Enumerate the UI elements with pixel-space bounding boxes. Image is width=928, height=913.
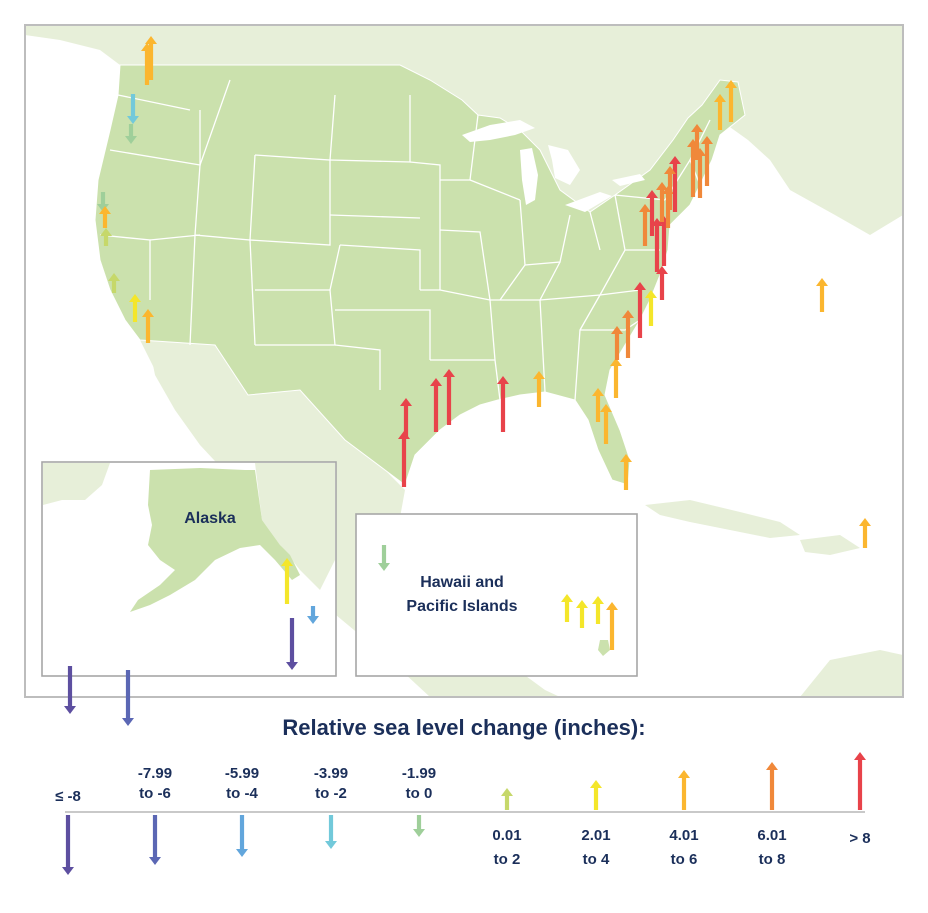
station-arrow: [622, 310, 634, 358]
legend-label-c7: to 4: [583, 851, 610, 868]
map-frame: [24, 24, 904, 698]
station-arrow: [127, 94, 139, 124]
legend-label-c2: -7.99: [138, 765, 172, 782]
station-arrow: [307, 606, 319, 624]
legend-label-c5: to 0: [406, 785, 433, 802]
station-arrow: [561, 594, 573, 622]
lake-huron: [548, 145, 580, 185]
station-arrow: [646, 190, 658, 236]
lake-ontario: [612, 174, 645, 186]
legend-arrow-c10: [854, 752, 866, 810]
legend-label-c10: > 8: [849, 830, 870, 847]
cuba-landmass: [645, 500, 800, 538]
station-arrow: [122, 670, 134, 726]
station-arrow: [664, 166, 676, 210]
station-arrow: [533, 371, 545, 407]
state-boundaries: [99, 79, 711, 401]
legend-label-c3: to -4: [226, 785, 258, 802]
station-arrow: [606, 602, 618, 650]
legend: Relative sea level change (inches): ≤ -8…: [55, 715, 871, 875]
station-arrow: [281, 558, 293, 604]
station-arrow: [816, 278, 828, 312]
legend-label-c8: to 6: [671, 851, 698, 868]
station-arrow: [669, 156, 681, 212]
station-arrow: [99, 206, 111, 228]
canada-landmass: [25, 25, 903, 235]
station-arrow: [100, 228, 112, 246]
station-arrow: [611, 326, 623, 360]
legend-arrow-c5: [413, 815, 425, 837]
russia-area: [43, 463, 110, 505]
legend-label-c9: to 8: [759, 851, 786, 868]
station-arrow: [400, 398, 412, 438]
station-arrow: [859, 518, 871, 548]
legend-label-c7: 2.01: [581, 827, 610, 844]
station-arrow: [378, 545, 390, 571]
legend-label-c6: to 2: [494, 851, 521, 868]
station-arrow: [634, 282, 646, 338]
lake-superior: [462, 120, 535, 142]
station-arrow: [691, 124, 703, 160]
mexico-landmass: [140, 340, 560, 697]
station-arrow: [656, 182, 668, 222]
legend-label-c2: to -6: [139, 785, 171, 802]
hawaii-label-line1: Hawaii and: [420, 574, 504, 591]
station-arrow: [286, 618, 298, 670]
station-arrow: [141, 43, 153, 85]
station-arrow: [97, 192, 109, 212]
legend-label-c3: -5.99: [225, 765, 259, 782]
baja-peninsula: [150, 350, 240, 475]
station-arrow: [656, 266, 668, 300]
station-arrow: [129, 294, 141, 322]
station-arrow: [443, 369, 455, 425]
legend-arrow-c7: [590, 780, 602, 810]
legend-label-c9: 6.01: [757, 827, 786, 844]
hawaii-island: [598, 640, 610, 656]
legend-arrows: [62, 752, 866, 875]
legend-label-c5: -1.99: [402, 765, 436, 782]
station-arrow: [639, 204, 651, 246]
hawaii-label-line2: Pacific Islands: [406, 598, 517, 615]
legend-label-c1: ≤ -8: [55, 788, 81, 805]
legend-label-c4: to -2: [315, 785, 347, 802]
legend-arrow-c4: [325, 815, 337, 849]
station-arrow: [142, 309, 154, 343]
lake-erie: [565, 192, 612, 212]
station-arrow: [576, 600, 588, 628]
legend-arrow-c2: [149, 815, 161, 865]
station-arrow: [610, 358, 622, 398]
lake-michigan: [520, 148, 538, 205]
station-arrow: [108, 273, 120, 293]
legend-title: Relative sea level change (inches):: [282, 715, 645, 740]
legend-arrow-c1: [62, 815, 74, 875]
station-arrow: [600, 404, 612, 444]
station-arrow: [125, 124, 137, 144]
alaska-landmass: [130, 468, 300, 612]
hispaniola-landmass: [800, 535, 860, 555]
legend-labels: ≤ -8 -7.99 to -6 -5.99 to -4 -3.99 to -2 -1.99 t…: [55, 765, 871, 868]
legend-label-c4: -3.99: [314, 765, 348, 782]
station-arrow: [592, 388, 604, 422]
alaska-label: Alaska: [184, 510, 236, 527]
south-america-landmass: [800, 650, 903, 697]
station-arrow: [64, 666, 76, 714]
legend-arrow-c8: [678, 770, 690, 810]
station-arrow: [701, 136, 713, 186]
station-arrows: [64, 36, 871, 726]
alaska-canada-area: [255, 463, 335, 590]
station-arrow: [725, 80, 737, 122]
legend-arrow-c9: [766, 762, 778, 810]
station-arrow: [645, 290, 657, 326]
station-arrow: [592, 596, 604, 624]
legend-arrow-c3: [236, 815, 248, 857]
station-arrow: [620, 454, 632, 490]
station-arrow: [714, 94, 726, 130]
station-arrow: [497, 376, 509, 432]
legend-label-c6: 0.01: [492, 827, 521, 844]
station-arrow: [430, 378, 442, 432]
hawaii-inset: Hawaii and Pacific Islands: [355, 513, 638, 677]
legend-label-c8: 4.01: [669, 827, 698, 844]
legend-arrow-c6: [501, 788, 513, 810]
